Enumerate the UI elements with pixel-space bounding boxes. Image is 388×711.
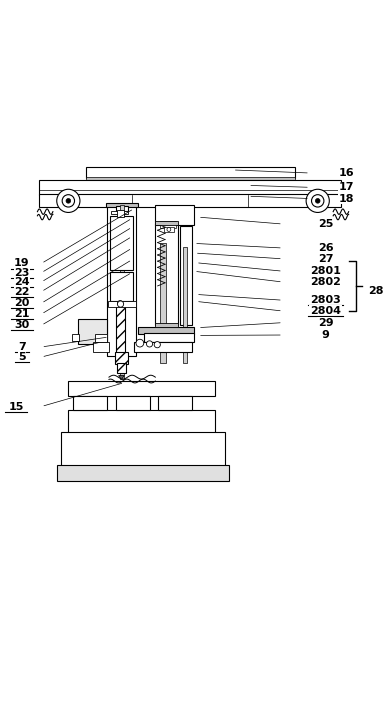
Circle shape	[62, 195, 74, 207]
Bar	[39, 181, 341, 195]
Bar	[164, 227, 173, 232]
Circle shape	[154, 341, 160, 348]
Circle shape	[136, 339, 144, 347]
Text: 2802: 2802	[310, 277, 341, 287]
Bar	[110, 272, 133, 301]
Text: 15: 15	[9, 402, 24, 412]
Text: 23: 23	[14, 268, 29, 278]
Bar	[86, 177, 294, 181]
Text: 29: 29	[318, 318, 333, 328]
Text: 16: 16	[339, 168, 355, 178]
Text: 30: 30	[14, 321, 29, 331]
Text: 2801: 2801	[310, 266, 341, 276]
Text: 25: 25	[318, 219, 333, 229]
Circle shape	[146, 341, 152, 347]
Circle shape	[306, 189, 329, 213]
Text: 5: 5	[18, 352, 26, 362]
Bar	[106, 203, 138, 207]
Text: 18: 18	[339, 193, 355, 203]
Bar	[138, 326, 194, 334]
Bar	[73, 396, 107, 410]
Bar	[61, 432, 225, 466]
Polygon shape	[117, 363, 126, 373]
Text: 2803: 2803	[310, 295, 341, 305]
Bar	[39, 194, 341, 207]
Bar	[155, 323, 178, 326]
Circle shape	[118, 301, 123, 306]
Circle shape	[57, 189, 80, 213]
Text: 26: 26	[318, 243, 333, 253]
Bar	[120, 205, 124, 379]
Bar	[110, 216, 133, 270]
Bar	[116, 206, 128, 210]
Bar	[134, 342, 192, 352]
Polygon shape	[116, 302, 125, 363]
Bar	[78, 319, 107, 344]
Circle shape	[66, 198, 71, 203]
Text: 28: 28	[368, 286, 383, 296]
Bar	[160, 221, 176, 228]
Bar	[68, 381, 215, 396]
Text: 22: 22	[14, 287, 30, 296]
Circle shape	[312, 195, 324, 207]
Circle shape	[315, 198, 320, 203]
Bar	[86, 167, 294, 178]
Bar	[154, 224, 178, 324]
Text: 9: 9	[322, 330, 329, 340]
Text: 27: 27	[318, 254, 333, 264]
Text: 24: 24	[14, 277, 30, 287]
Text: 7: 7	[18, 342, 26, 352]
Bar	[111, 210, 128, 215]
Bar	[68, 410, 215, 433]
Text: 19: 19	[14, 259, 30, 269]
Polygon shape	[115, 353, 128, 364]
Bar	[95, 334, 107, 342]
Text: 21: 21	[14, 309, 30, 319]
Bar	[72, 334, 79, 341]
Bar	[117, 210, 124, 217]
Text: 2804: 2804	[310, 306, 341, 316]
Bar	[116, 396, 150, 410]
Bar	[155, 205, 194, 225]
Bar	[180, 226, 192, 324]
Circle shape	[167, 228, 171, 231]
Text: 28: 28	[368, 286, 383, 296]
Bar	[160, 243, 166, 363]
Bar	[158, 396, 192, 410]
Text: 20: 20	[14, 299, 29, 309]
Bar	[107, 205, 136, 356]
Bar	[94, 342, 109, 352]
Bar	[144, 333, 194, 342]
Polygon shape	[119, 375, 125, 380]
Bar	[57, 465, 229, 481]
Bar	[108, 301, 136, 307]
Text: 17: 17	[339, 182, 355, 192]
Bar	[154, 221, 178, 225]
Bar	[117, 301, 124, 306]
Circle shape	[118, 301, 124, 307]
Bar	[183, 247, 187, 363]
